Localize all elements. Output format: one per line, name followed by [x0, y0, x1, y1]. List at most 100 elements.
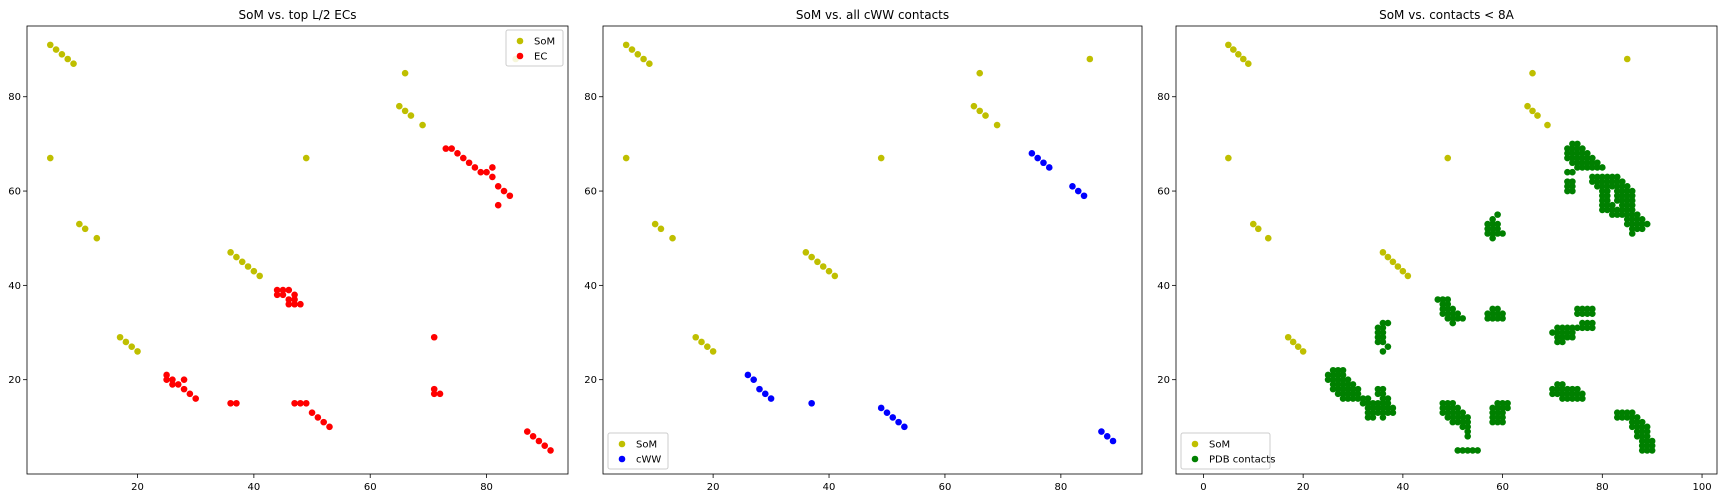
- data-point: [1608, 201, 1616, 209]
- data-point: [1564, 145, 1571, 152]
- x-tick-label: 60: [939, 482, 952, 493]
- data-point: [1628, 197, 1636, 204]
- data-point: [1504, 399, 1511, 407]
- data-point: [401, 107, 409, 115]
- data-point: [1564, 333, 1571, 341]
- data-point: [1604, 183, 1611, 190]
- data-point: [1618, 192, 1626, 200]
- data-point: [1499, 310, 1506, 317]
- data-point: [1549, 390, 1556, 398]
- data-point: [1613, 206, 1621, 214]
- data-point: [1574, 305, 1581, 313]
- data-point: [1344, 395, 1352, 402]
- data-point: [1594, 164, 1601, 171]
- data-point: [297, 300, 304, 308]
- data-point: [401, 69, 409, 77]
- data-point: [1489, 234, 1496, 242]
- data-point: [279, 286, 287, 294]
- data-point: [1569, 159, 1576, 167]
- y-tick-label: 40: [584, 281, 597, 292]
- data-point: [1604, 173, 1611, 181]
- data-point: [506, 192, 514, 200]
- data-point: [448, 145, 455, 152]
- data-point: [1374, 399, 1382, 407]
- data-point: [1638, 220, 1646, 228]
- data-point: [1449, 418, 1457, 426]
- data-point: [1459, 414, 1467, 421]
- data-point: [163, 376, 170, 383]
- data-point: [1494, 305, 1501, 313]
- data-point: [192, 395, 199, 402]
- data-point: [291, 399, 298, 407]
- data-point: [1474, 447, 1481, 454]
- data-point: [1354, 395, 1362, 402]
- data-point: [1374, 404, 1382, 412]
- data-point: [1564, 395, 1571, 402]
- data-point: [1334, 390, 1342, 398]
- y-tick-label: 80: [8, 92, 21, 103]
- data-point: [1604, 206, 1611, 214]
- data-point: [1499, 230, 1506, 237]
- data-point: [698, 338, 705, 346]
- data-point: [1334, 366, 1342, 374]
- data-point: [628, 46, 636, 53]
- data-point: [1613, 211, 1621, 218]
- data-point: [1648, 447, 1656, 454]
- data-point: [1454, 409, 1462, 416]
- data-point: [1454, 315, 1462, 322]
- data-point: [1633, 428, 1641, 435]
- data-point: [134, 348, 141, 355]
- data-point: [1444, 404, 1452, 412]
- data-point: [1618, 206, 1626, 214]
- data-point: [1499, 404, 1506, 412]
- data-point: [442, 145, 450, 152]
- data-point: [1284, 333, 1292, 341]
- data-point: [1633, 423, 1641, 431]
- data-point: [1379, 333, 1387, 341]
- data-point: [1599, 192, 1606, 200]
- data-point: [1638, 442, 1646, 450]
- data-point: [1569, 329, 1576, 336]
- data-point: [1499, 399, 1506, 407]
- data-point: [396, 102, 403, 110]
- x-tick-label: 80: [1054, 482, 1067, 493]
- data-point: [1564, 329, 1571, 336]
- data-point: [1584, 305, 1591, 313]
- data-point: [1464, 447, 1471, 454]
- data-point: [1574, 150, 1581, 157]
- data-point: [1569, 154, 1576, 162]
- data-point: [256, 272, 263, 280]
- data-point: [1569, 333, 1576, 341]
- data-point: [1349, 381, 1357, 388]
- data-point: [1608, 183, 1616, 190]
- data-point: [1484, 225, 1491, 233]
- data-point: [1329, 371, 1337, 379]
- data-point: [529, 432, 537, 440]
- data-point: [709, 348, 717, 355]
- data-point: [1098, 428, 1105, 435]
- data-point: [58, 50, 66, 58]
- data-point: [1444, 399, 1452, 407]
- y-tick-label: 20: [1157, 375, 1170, 386]
- x-tick-label: 40: [248, 482, 261, 493]
- data-point: [669, 234, 676, 242]
- data-point: [1628, 206, 1636, 214]
- data-point: [825, 267, 833, 275]
- data-point: [273, 291, 281, 299]
- data-point: [1444, 414, 1452, 421]
- x-tick-label: 20: [131, 482, 144, 493]
- data-point: [1459, 447, 1467, 454]
- data-point: [1574, 395, 1581, 402]
- data-point: [64, 55, 72, 63]
- data-point: [1643, 442, 1651, 450]
- legend: SoM EC: [505, 29, 564, 67]
- y-tick-label: 80: [584, 92, 597, 103]
- data-point: [1439, 305, 1447, 313]
- data-point: [1329, 366, 1337, 374]
- data-point: [430, 390, 438, 398]
- data-point: [46, 154, 54, 162]
- data-point: [1444, 315, 1452, 322]
- data-point: [1584, 319, 1591, 327]
- legend-label: SoM: [1209, 440, 1230, 451]
- data-point: [1623, 414, 1631, 421]
